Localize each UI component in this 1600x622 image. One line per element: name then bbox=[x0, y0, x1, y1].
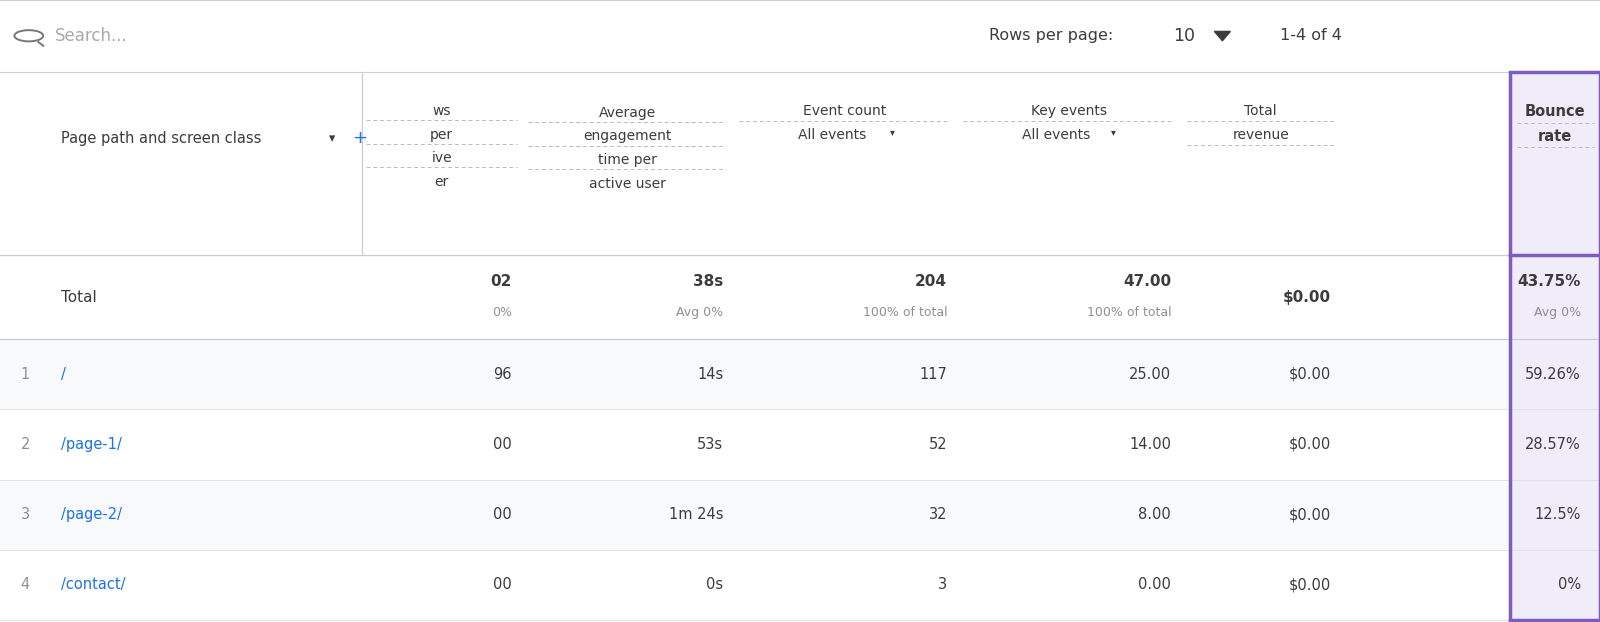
Text: 53s: 53s bbox=[698, 437, 723, 452]
Text: ive: ive bbox=[432, 151, 451, 165]
Text: 59.26%: 59.26% bbox=[1525, 366, 1581, 382]
Text: 4: 4 bbox=[21, 577, 30, 593]
Text: 3: 3 bbox=[938, 577, 947, 593]
Bar bbox=[1510, 72, 1600, 620]
Bar bbox=[1510, 339, 1600, 409]
Text: ▾: ▾ bbox=[890, 128, 896, 137]
Text: ws: ws bbox=[432, 104, 451, 118]
Text: 0.00: 0.00 bbox=[1138, 577, 1171, 593]
Text: 0%: 0% bbox=[493, 306, 512, 319]
Text: $0.00: $0.00 bbox=[1290, 437, 1331, 452]
Text: 117: 117 bbox=[920, 366, 947, 382]
Text: 25.00: 25.00 bbox=[1130, 366, 1171, 382]
Text: 02: 02 bbox=[491, 274, 512, 289]
Text: 14s: 14s bbox=[698, 366, 723, 382]
Text: 32: 32 bbox=[928, 507, 947, 522]
Text: revenue: revenue bbox=[1232, 128, 1290, 142]
Text: +: + bbox=[352, 129, 368, 147]
Text: 2: 2 bbox=[21, 437, 30, 452]
Text: $0.00: $0.00 bbox=[1290, 577, 1331, 593]
Text: /: / bbox=[61, 366, 66, 382]
Text: 00: 00 bbox=[493, 577, 512, 593]
Text: Total: Total bbox=[1245, 104, 1277, 118]
Text: 38s: 38s bbox=[693, 274, 723, 289]
Text: 14.00: 14.00 bbox=[1130, 437, 1171, 452]
Text: 12.5%: 12.5% bbox=[1534, 507, 1581, 522]
Text: 10: 10 bbox=[1173, 27, 1195, 45]
Text: /page-2/: /page-2/ bbox=[61, 507, 122, 522]
Text: Rows per page:: Rows per page: bbox=[989, 28, 1114, 44]
Text: ▾: ▾ bbox=[325, 132, 334, 145]
Text: ▾: ▾ bbox=[1110, 128, 1117, 137]
Text: engagement: engagement bbox=[582, 129, 672, 144]
Text: rate: rate bbox=[1538, 129, 1573, 144]
Bar bbox=[0, 480, 1600, 550]
Bar bbox=[1510, 480, 1600, 550]
Text: Search...: Search... bbox=[54, 27, 126, 45]
Polygon shape bbox=[1214, 31, 1230, 41]
Text: 1-4 of 4: 1-4 of 4 bbox=[1280, 28, 1342, 44]
Text: 1m 24s: 1m 24s bbox=[669, 507, 723, 522]
Text: 1: 1 bbox=[21, 366, 30, 382]
Text: 3: 3 bbox=[21, 507, 30, 522]
Text: 47.00: 47.00 bbox=[1123, 274, 1171, 289]
Text: 0%: 0% bbox=[1558, 577, 1581, 593]
Text: Avg 0%: Avg 0% bbox=[1534, 306, 1581, 319]
Text: time per: time per bbox=[598, 153, 656, 167]
Text: Bounce: Bounce bbox=[1525, 104, 1586, 119]
Text: Page path and screen class: Page path and screen class bbox=[61, 131, 261, 146]
Text: Avg 0%: Avg 0% bbox=[677, 306, 723, 319]
Text: er: er bbox=[435, 175, 448, 189]
Text: All events: All events bbox=[1022, 128, 1090, 142]
Text: Average: Average bbox=[598, 106, 656, 120]
Bar bbox=[1510, 72, 1600, 255]
Text: 0s: 0s bbox=[706, 577, 723, 593]
Text: /page-1/: /page-1/ bbox=[61, 437, 122, 452]
Text: Key events: Key events bbox=[1030, 104, 1107, 118]
Text: $0.00: $0.00 bbox=[1290, 366, 1331, 382]
Text: per: per bbox=[430, 128, 453, 142]
Text: 52: 52 bbox=[928, 437, 947, 452]
Text: Event count: Event count bbox=[803, 104, 886, 118]
Text: 28.57%: 28.57% bbox=[1525, 437, 1581, 452]
Text: 96: 96 bbox=[493, 366, 512, 382]
Text: 204: 204 bbox=[915, 274, 947, 289]
Text: 00: 00 bbox=[493, 437, 512, 452]
Text: active user: active user bbox=[589, 177, 666, 191]
Text: 43.75%: 43.75% bbox=[1517, 274, 1581, 289]
Bar bbox=[0, 339, 1600, 409]
Text: 100% of total: 100% of total bbox=[1086, 306, 1171, 319]
Text: Total: Total bbox=[61, 289, 96, 305]
Text: 100% of total: 100% of total bbox=[862, 306, 947, 319]
Text: 8.00: 8.00 bbox=[1139, 507, 1171, 522]
Text: $0.00: $0.00 bbox=[1283, 289, 1331, 305]
Text: All events: All events bbox=[798, 128, 866, 142]
Text: /contact/: /contact/ bbox=[61, 577, 125, 593]
Text: $0.00: $0.00 bbox=[1290, 507, 1331, 522]
Text: 00: 00 bbox=[493, 507, 512, 522]
